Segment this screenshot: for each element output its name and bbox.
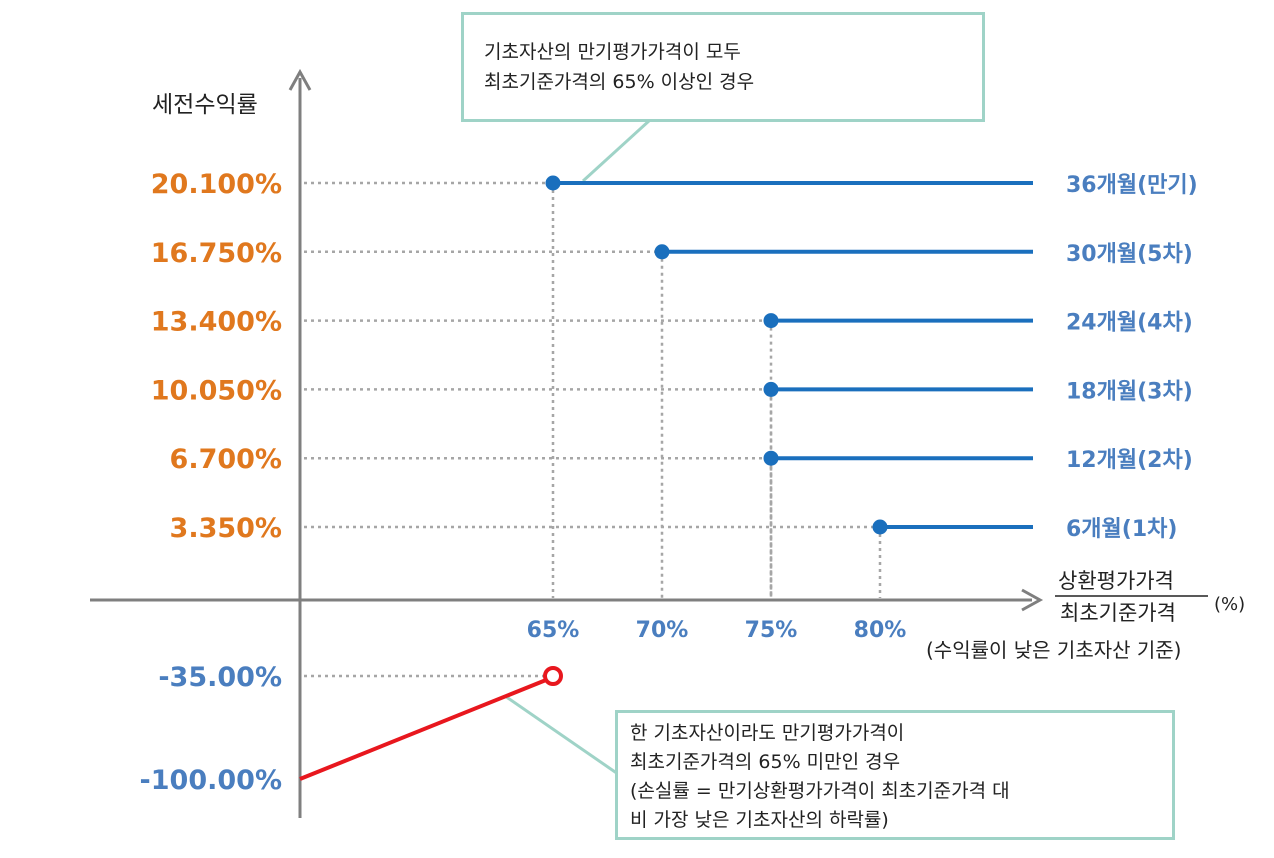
payoff-point	[545, 175, 561, 191]
series-label: 6개월(1차)	[1066, 517, 1177, 542]
series-lines	[545, 175, 1033, 535]
x-tick-label: 75%	[745, 618, 798, 643]
payoff-point	[654, 244, 670, 260]
callout-top-line: 기초자산의 만기평가가격이 모두	[484, 41, 741, 63]
payoff-point	[872, 519, 888, 535]
x-axis-title-unit: (%)	[1214, 594, 1245, 615]
callout-top: 기초자산의 만기평가가격이 모두 최초기준가격의 65% 이상인 경우	[461, 12, 985, 122]
series-label: 12개월(2차)	[1066, 448, 1193, 473]
series-label: 30개월(5차)	[1066, 242, 1193, 267]
callout-pointers	[504, 118, 652, 776]
callout-bottom-line: 비 가장 낮은 기초자산의 하락률)	[630, 809, 889, 831]
x-axis-title: 상환평가가격 최초기준가격 (%) (수익률이 낮은 기초자산 기준)	[926, 569, 1245, 662]
payoff-point	[763, 381, 779, 397]
guide-lines	[304, 181, 882, 598]
y-tick-label-loss: -35.00%	[158, 662, 282, 693]
series-labels: 36개월(만기) 30개월(5차) 24개월(4차) 18개월(3차) 12개월(2차)…	[1066, 173, 1198, 542]
y-axis-arrow-icon	[288, 68, 312, 91]
loss-segment	[299, 666, 563, 781]
y-tick-label: 13.400%	[151, 307, 282, 338]
payoff-point	[763, 450, 779, 466]
y-tick-label-loss: -100.00%	[140, 765, 282, 796]
callout-bottom-line: 최초기준가격의 65% 미만인 경우	[630, 751, 901, 773]
series-label: 24개월(4차)	[1066, 311, 1193, 336]
callout-pointer-top	[581, 118, 652, 183]
series-label: 36개월(만기)	[1066, 173, 1198, 198]
y-tick-label: 3.350%	[170, 513, 282, 544]
series-label: 18개월(3차)	[1066, 379, 1193, 404]
y-tick-label: 16.750%	[151, 238, 282, 269]
loss-line	[299, 678, 547, 781]
callout-bottom-line: 한 기초자산이라도 만기평가가격이	[630, 722, 905, 744]
x-axis-title-note: (수익률이 낮은 기초자산 기준)	[926, 638, 1181, 662]
y-tick-label: 20.100%	[151, 169, 282, 200]
axes	[90, 68, 1044, 818]
y-tick-label: 6.700%	[170, 444, 282, 475]
x-axis-arrow-icon	[1021, 588, 1044, 612]
y-tick-labels: 20.100% 16.750% 13.400% 10.050% 6.700% 3.350%…	[140, 169, 282, 796]
x-tick-label: 80%	[854, 618, 907, 643]
x-tick-labels: 65% 70% 75% 80%	[527, 618, 907, 643]
x-axis-title-denominator: 최초기준가격	[1060, 601, 1176, 625]
x-tick-label: 65%	[527, 618, 580, 643]
y-tick-label: 10.050%	[151, 375, 282, 406]
x-axis-title-numerator: 상환평가가격	[1058, 569, 1174, 593]
loss-point	[543, 666, 563, 686]
y-axis-title: 세전수익률	[152, 92, 258, 118]
callout-pointer-bottom	[504, 694, 619, 776]
payoff-point	[763, 313, 779, 329]
x-tick-label: 70%	[636, 618, 689, 643]
callout-top-line: 최초기준가격의 65% 이상인 경우	[484, 71, 755, 93]
callout-bottom: 한 기초자산이라도 만기평가가격이 최초기준가격의 65% 미만인 경우 (손실…	[615, 710, 1175, 840]
callout-bottom-line: (손실률 = 만기상환평가가격이 최초기준가격 대	[630, 780, 1010, 802]
